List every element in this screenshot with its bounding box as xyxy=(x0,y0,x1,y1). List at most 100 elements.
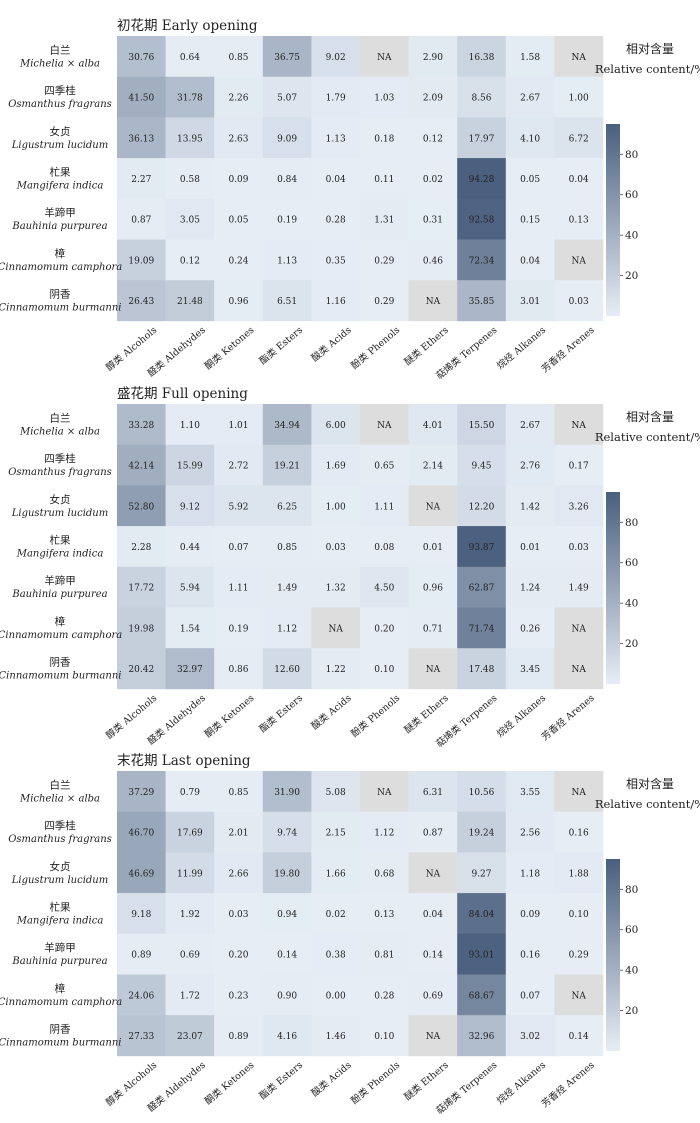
heatmap-cell xyxy=(311,607,361,649)
cell-value: NA xyxy=(377,53,392,63)
heatmap-cell xyxy=(505,117,555,159)
row-label-cn: 四季桂 xyxy=(44,84,76,97)
heatmap-cell xyxy=(117,607,166,649)
cell-value: 0.29 xyxy=(569,951,589,961)
heatmap-cell xyxy=(457,1015,507,1057)
heatmap-cell xyxy=(554,444,604,486)
column-label: 酸类 Acids xyxy=(309,1059,354,1099)
heatmap-cell xyxy=(505,933,555,975)
heatmap-cell xyxy=(505,648,555,690)
cell-value: 5.07 xyxy=(277,94,297,104)
cell-value: 0.85 xyxy=(228,53,248,63)
cell-value: 0.04 xyxy=(326,175,346,185)
row-label-cn: 四季桂 xyxy=(44,452,76,465)
cell-value: 32.97 xyxy=(177,665,203,675)
colorbar-title-cn: 相对含量 xyxy=(626,409,674,424)
cell-value: 21.48 xyxy=(177,297,203,307)
cell-value: 0.85 xyxy=(228,788,248,798)
heatmap-cell xyxy=(214,893,264,935)
heatmap-cell xyxy=(554,239,604,281)
heatmap-cell xyxy=(457,444,507,486)
cell-value: 0.10 xyxy=(374,665,394,675)
heatmap-cell xyxy=(505,158,555,200)
row-label-latin: Osmanthus fragrans xyxy=(8,99,112,110)
cell-value: NA xyxy=(426,869,441,879)
heatmap-cell xyxy=(262,158,312,200)
row-label-latin: Bauhinia purpurea xyxy=(11,956,107,967)
heatmap-cell xyxy=(457,36,507,77)
heatmap-cell xyxy=(117,1015,166,1057)
cell-value: 0.26 xyxy=(520,624,540,634)
heatmap-cell xyxy=(165,117,215,159)
heatmap-cell xyxy=(262,974,312,1016)
heatmap-cell xyxy=(554,404,604,445)
row-label-latin: Cinnamomum burmanni xyxy=(0,1038,121,1049)
cell-value: 1.12 xyxy=(277,624,297,634)
cell-value: 62.87 xyxy=(469,584,495,594)
cell-value: 0.64 xyxy=(180,53,200,63)
heatmap-cell xyxy=(554,852,604,894)
row-label-latin: Mangifera indica xyxy=(16,180,104,191)
cell-value: 12.60 xyxy=(274,665,300,675)
heatmap-cell xyxy=(457,485,507,527)
cell-value: 92.58 xyxy=(469,216,495,226)
cell-value: 1.69 xyxy=(326,462,346,472)
cell-value: 1.49 xyxy=(569,584,589,594)
heatmap-cell xyxy=(262,117,312,159)
row-label-cn: 杧果 xyxy=(50,900,71,913)
row-label-latin: Osmanthus fragrans xyxy=(8,834,112,845)
heatmap-cell xyxy=(457,974,507,1016)
cell-value: 26.43 xyxy=(128,297,154,307)
cell-value: 0.12 xyxy=(423,134,443,144)
heatmap-cell xyxy=(360,1015,409,1057)
heatmap-cell xyxy=(360,239,409,281)
cell-value: 0.04 xyxy=(569,175,589,185)
colorbar xyxy=(606,492,620,684)
heatmap-cell xyxy=(165,239,215,281)
cell-value: 0.02 xyxy=(423,175,443,185)
cell-value: 1.22 xyxy=(326,665,346,675)
heatmap-cell xyxy=(262,648,312,690)
heatmap-cell xyxy=(165,811,215,853)
cell-value: 0.86 xyxy=(228,665,248,675)
cell-value: 0.17 xyxy=(569,462,589,472)
heatmap-cell xyxy=(408,158,458,200)
cell-value: 2.66 xyxy=(228,869,248,879)
cell-value: 1.54 xyxy=(180,624,200,634)
colorbar-tick-label: 40 xyxy=(625,598,638,610)
heatmap-cell xyxy=(165,771,215,812)
heatmap-cell xyxy=(262,36,312,77)
cell-value: 1.16 xyxy=(326,297,346,307)
cell-value: 36.75 xyxy=(274,53,300,63)
cell-value: 8.56 xyxy=(471,94,491,104)
cell-value: 0.14 xyxy=(277,951,297,961)
row-label-cn: 羊蹄甲 xyxy=(44,574,76,587)
heatmap-cell xyxy=(165,404,215,445)
heatmap-cell xyxy=(165,893,215,935)
heatmap-cell xyxy=(214,198,264,240)
heatmap-cell xyxy=(408,526,458,568)
column-label: 酮类 Ketones xyxy=(202,324,256,372)
cell-value: 0.07 xyxy=(228,543,248,553)
cell-value: 1.79 xyxy=(326,94,346,104)
cell-value: 13.95 xyxy=(177,134,203,144)
heatmap-cell xyxy=(311,852,361,894)
heatmap-cell xyxy=(165,566,215,608)
column-label: 醚类 Ethers xyxy=(402,692,451,736)
column-label: 芳香烃 Arenes xyxy=(539,1059,597,1110)
heatmap-cell xyxy=(117,852,166,894)
heatmap-cell xyxy=(311,648,361,690)
heatmap-cell xyxy=(262,76,312,118)
heatmap-cell xyxy=(117,893,166,935)
cell-value: 0.00 xyxy=(326,991,346,1001)
heatmap-cell xyxy=(262,566,312,608)
heatmap-panel-2: 盛花期 Full opening 33.28 1.10 1.01 34.94 6.00 NA… xyxy=(0,386,700,750)
cell-value: 2.67 xyxy=(520,94,540,104)
column-label: 酸类 Acids xyxy=(309,692,354,732)
heatmap-cell xyxy=(457,811,507,853)
cell-value: 33.28 xyxy=(128,421,154,431)
heatmap-cell xyxy=(262,198,312,240)
heatmap-cell xyxy=(505,607,555,649)
heatmap-cell xyxy=(408,444,458,486)
heatmap-cell xyxy=(360,771,409,812)
